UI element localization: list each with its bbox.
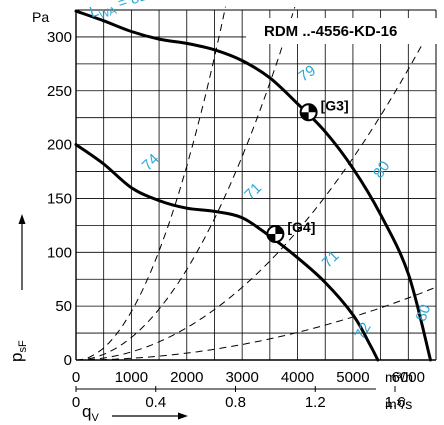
series-line-g4: [74, 143, 380, 362]
x-tick-label-m3h: 2000: [170, 369, 203, 386]
x-unit-bottom: m³/s: [385, 396, 412, 412]
operating-points: [G3] [G4]: [266, 97, 349, 243]
y-axis-label-sub: sF: [17, 340, 29, 353]
sound-level-label: 71: [241, 180, 265, 204]
operating-point-quadrant-b: [300, 112, 309, 121]
title-backdrop: [246, 18, 438, 44]
operating-point-quadrant-a: [275, 226, 284, 234]
y-axis-label: psF: [7, 214, 29, 362]
x-axis-label-sub: V: [91, 412, 99, 424]
x-tick-label-m3s: 1.6: [385, 394, 406, 411]
system-curve: [76, 18, 437, 361]
y-tick-label: 300: [47, 29, 72, 46]
operating-point-g3: [G3]: [299, 97, 349, 122]
operating-point-quadrant-b: [267, 234, 276, 242]
chart-title: RDM ..-4556-KD-16: [264, 23, 397, 40]
operating-point-g4: [G4]: [266, 219, 315, 243]
x-tick-label-m3h: 4000: [281, 369, 314, 386]
y-tick-label: 150: [47, 190, 72, 207]
x-tick-label-m3h: 5000: [336, 369, 369, 386]
x-unit-top: m³/h: [385, 369, 413, 385]
sound-level-label: 80: [413, 302, 435, 323]
x-tick-label-m3s: 0.4: [145, 394, 166, 411]
x-tick-label-m3h: 1000: [115, 369, 148, 386]
x-tick-label-m3s: 0.8: [225, 394, 246, 411]
x-tick-label-m3h: 3000: [225, 369, 258, 386]
y-tick-label: 250: [47, 83, 72, 100]
series-lines: [74, 9, 432, 362]
sound-level-label: 79: [296, 62, 319, 85]
system-curve: [76, 286, 437, 361]
y-tick-label: 0: [64, 352, 72, 369]
y-tick-label: 100: [47, 244, 72, 261]
sound-level-label: 80: [370, 158, 393, 181]
y-axis-label-main: p: [7, 353, 26, 362]
x-tick-label-m3h: 0: [72, 369, 80, 386]
operating-point-label: [G4]: [287, 219, 315, 235]
system-curve: [75, 6, 226, 361]
y-tick-label: 200: [47, 137, 72, 154]
y-tick-label: 50: [55, 298, 72, 315]
y-unit: Pa: [32, 9, 49, 25]
system-curve: [75, 6, 296, 361]
x-axis-label: qV: [82, 402, 188, 424]
series-line-g3: [74, 9, 432, 362]
x-tick-label-m3s: 0: [72, 394, 80, 411]
sound-level-label: 71: [319, 247, 343, 271]
svg-text:psF: psF: [7, 340, 29, 362]
system-curves: [75, 6, 437, 361]
operating-point-quadrant-a: [308, 104, 317, 113]
grid: [75, 9, 437, 361]
svg-text:qV: qV: [82, 402, 99, 424]
x-tick-label-m3h: 6000: [392, 369, 425, 386]
operating-point-label: [G3]: [321, 97, 349, 113]
x-axis-label-main: q: [82, 402, 91, 421]
x-tick-label-m3s: 1.2: [305, 394, 326, 411]
sound-level-label: 72: [352, 320, 375, 343]
